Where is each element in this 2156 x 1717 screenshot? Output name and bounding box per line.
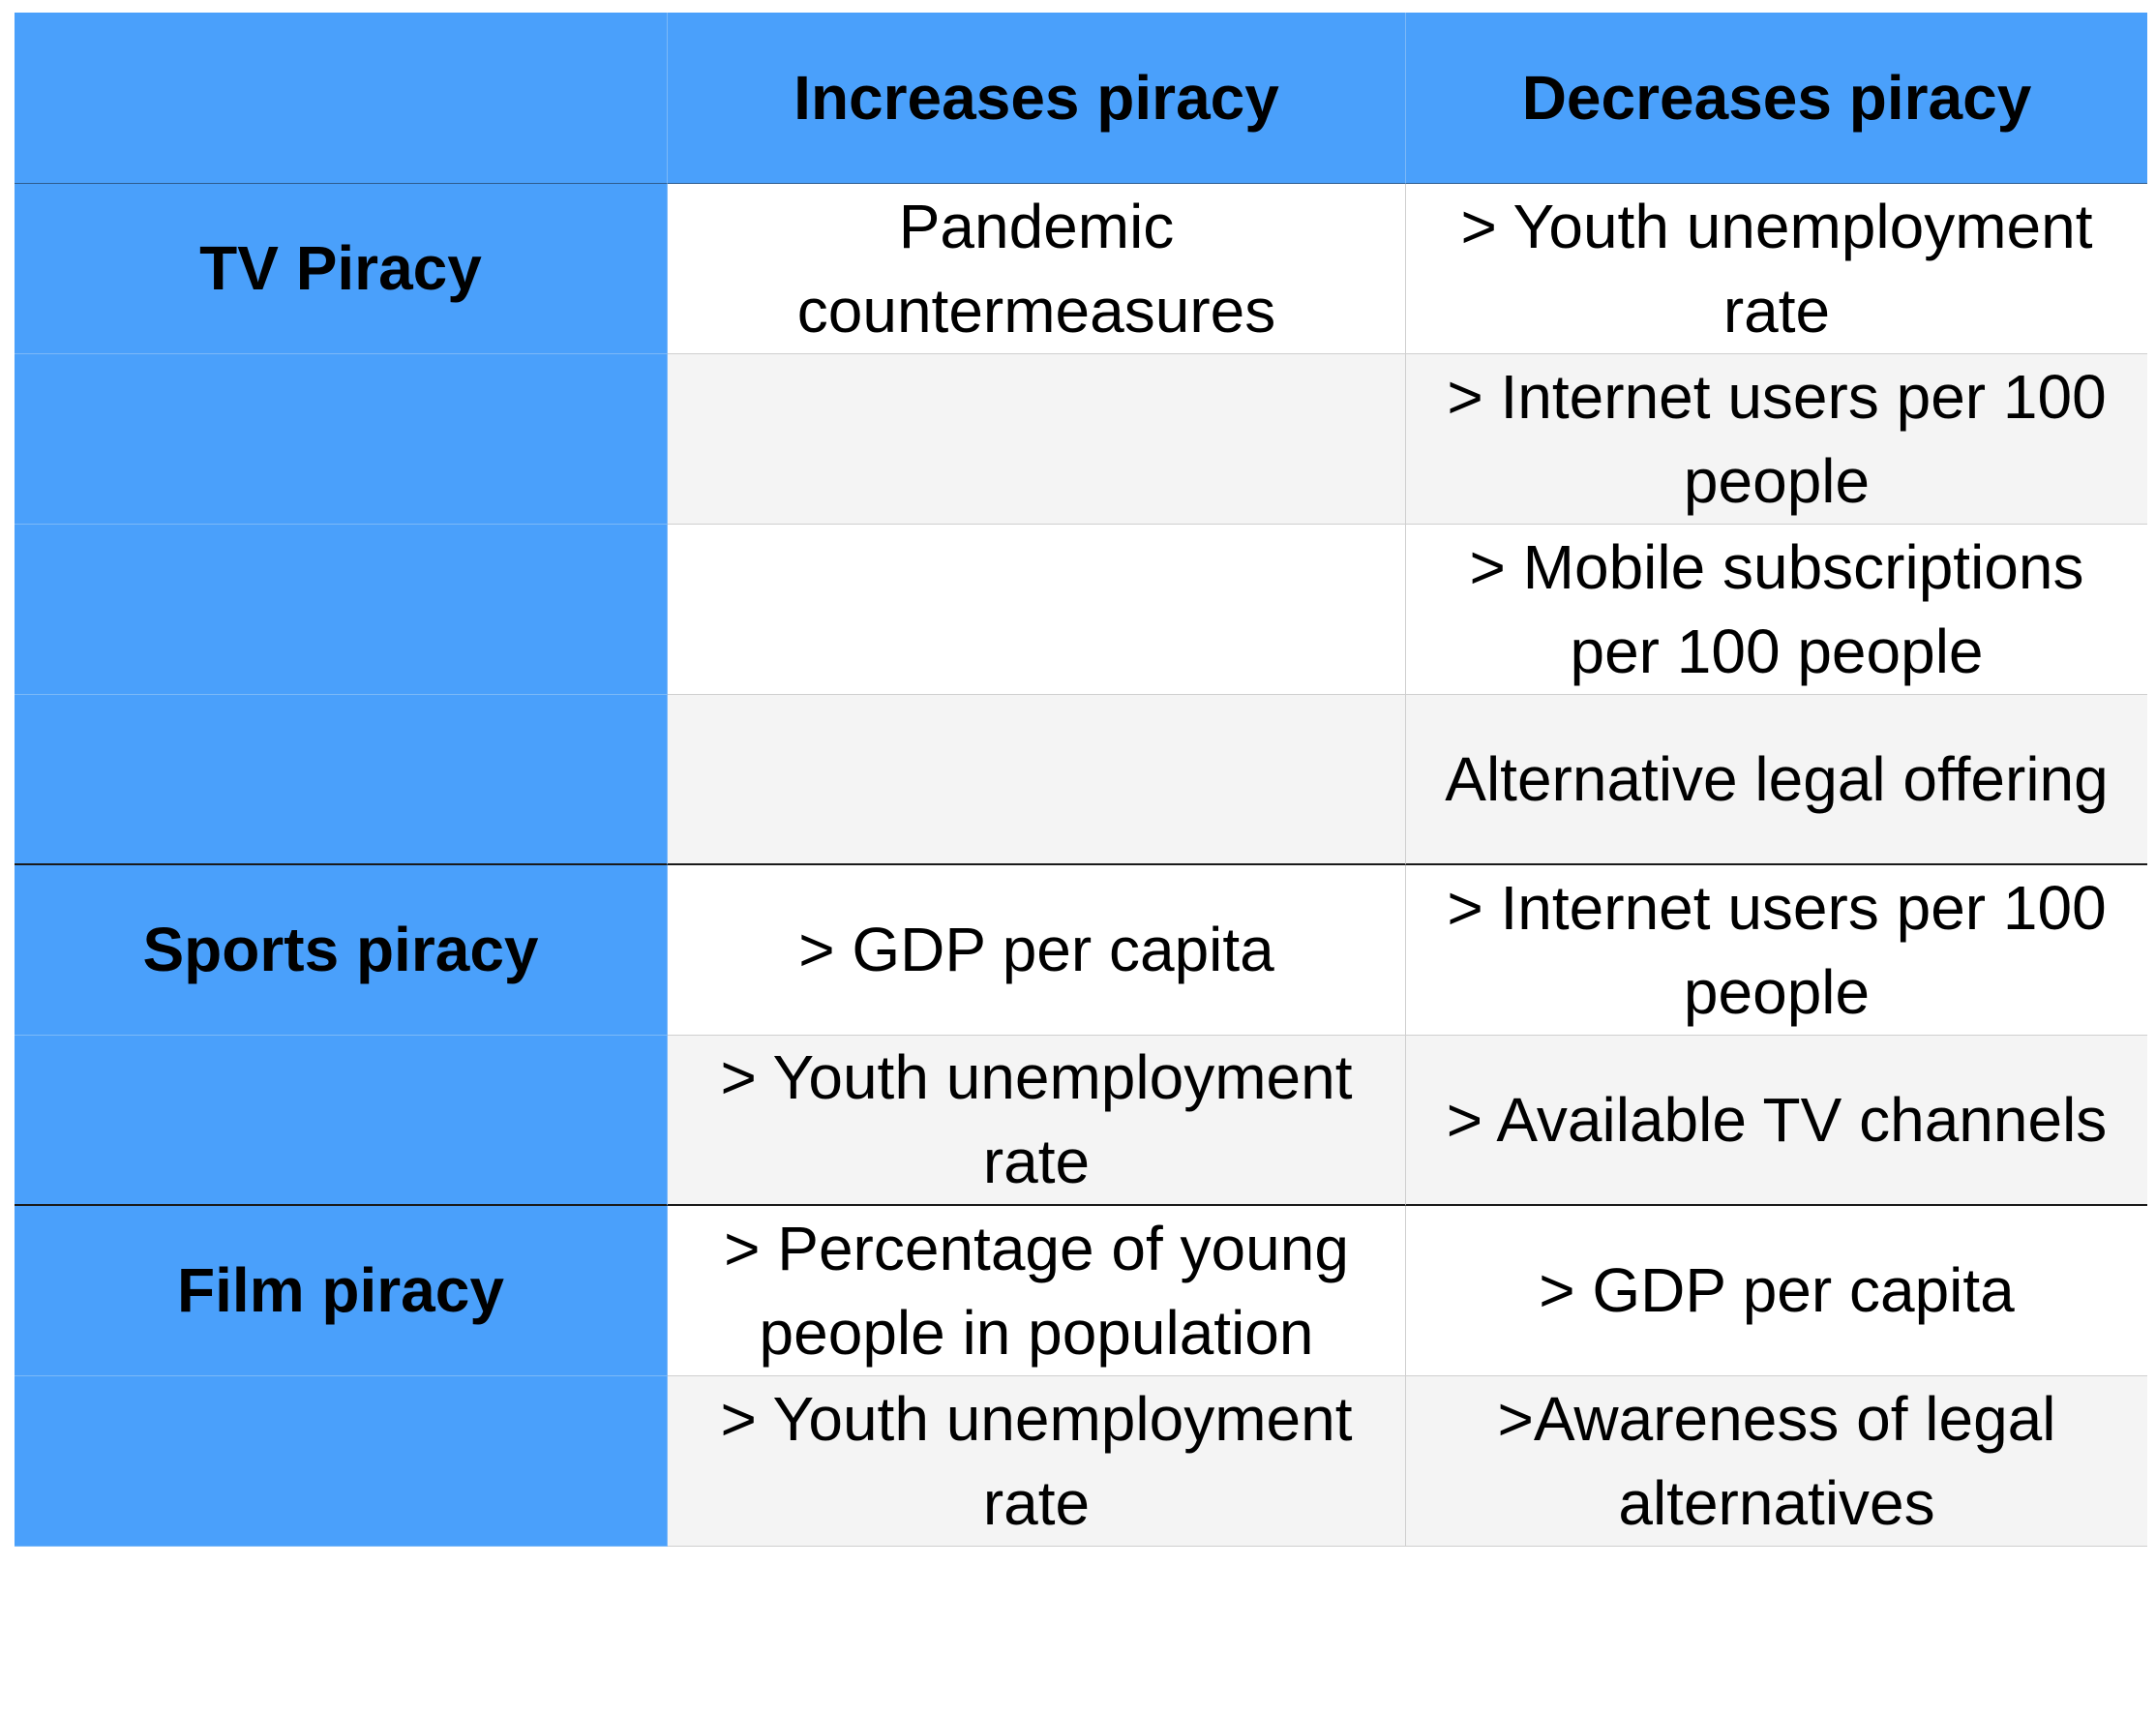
row-group-label: Sports piracy: [15, 865, 668, 1036]
decreases-cell: Alternative legal offering: [1406, 695, 2147, 865]
decreases-cell: > Internet users per 100 people: [1406, 354, 2147, 525]
decreases-cell: > Available TV channels: [1406, 1036, 2147, 1206]
decreases-cell: > Youth unemployment rate: [1406, 184, 2147, 354]
increases-cell: > Percentage of young people in populati…: [668, 1206, 1406, 1376]
decreases-cell: > Internet users per 100 people: [1406, 865, 2147, 1036]
row-group-label: TV Piracy: [15, 184, 668, 354]
row-group-label: [15, 695, 668, 865]
increases-cell: [668, 525, 1406, 695]
header-increases-piracy: Increases piracy: [668, 13, 1406, 184]
decreases-cell: > Mobile subscriptions per 100 people: [1406, 525, 2147, 695]
row-group-label: [15, 1376, 668, 1547]
increases-cell: [668, 695, 1406, 865]
increases-cell: Pandemic countermeasures: [668, 184, 1406, 354]
decreases-cell: >Awareness of legal alternatives: [1406, 1376, 2147, 1547]
row-group-label: Film piracy: [15, 1206, 668, 1376]
row-group-label: [15, 525, 668, 695]
increases-cell: > Youth unemployment rate: [668, 1376, 1406, 1547]
header-corner-cell: [15, 13, 668, 184]
piracy-factors-table: Increases piracy Decreases piracy TV Pir…: [15, 13, 2147, 1717]
header-decreases-piracy: Decreases piracy: [1406, 13, 2147, 184]
increases-cell: [668, 354, 1406, 525]
row-group-label: [15, 1036, 668, 1206]
increases-cell: > Youth unemployment rate: [668, 1036, 1406, 1206]
row-group-label: [15, 354, 668, 525]
decreases-cell: > GDP per capita: [1406, 1206, 2147, 1376]
increases-cell: > GDP per capita: [668, 865, 1406, 1036]
